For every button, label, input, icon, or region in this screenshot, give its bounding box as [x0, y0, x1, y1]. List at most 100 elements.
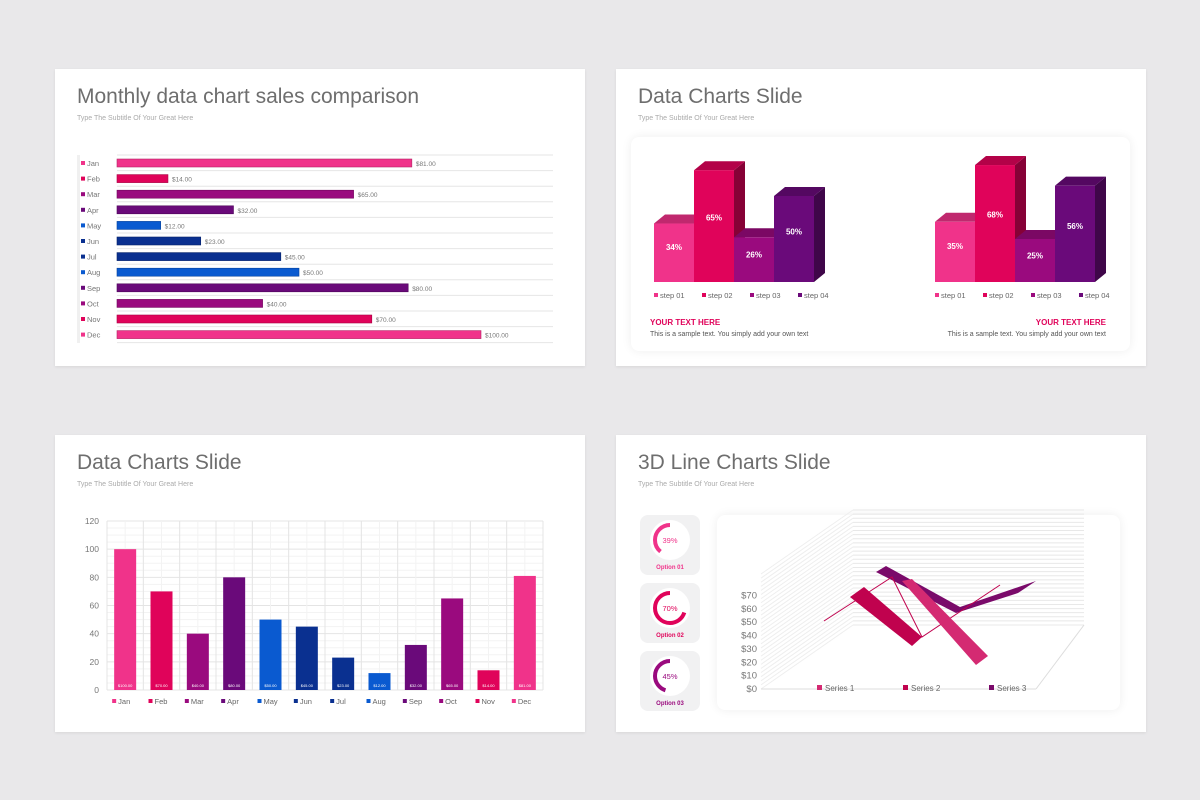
legend-label: Apr: [227, 697, 239, 706]
option-label: Option 01: [656, 565, 684, 571]
legend-swatch: [81, 192, 85, 197]
bar: [116, 221, 161, 230]
category-label: Jul: [87, 253, 97, 262]
data-label: $70.00: [376, 317, 396, 324]
bar-top: [654, 214, 705, 224]
gridline: [760, 591, 854, 657]
gridline: [760, 587, 854, 653]
bar: [654, 223, 694, 282]
legend-swatch: [81, 223, 85, 228]
data-label: $14.00: [172, 177, 192, 184]
category-label: May: [87, 221, 101, 230]
bar: [259, 619, 282, 690]
slide-3d-line: 3D Line Charts Slide Type The Subtitle O…: [616, 435, 1146, 732]
legend-swatch: [330, 699, 335, 703]
left-heading: YOUR TEXT HERE: [650, 318, 721, 327]
bar-top: [734, 228, 785, 238]
data-label: $14.00: [482, 683, 495, 688]
gridline: [760, 608, 854, 673]
legend-swatch: [184, 699, 189, 703]
gridline: [760, 583, 854, 649]
y-tick-label: $30: [741, 644, 757, 655]
donut-icon: [650, 520, 690, 560]
bar-top: [774, 187, 825, 196]
legend-swatch: [702, 293, 706, 297]
category-label: Nov: [87, 315, 101, 324]
gridline: [760, 521, 854, 587]
legend-label: Dec: [518, 697, 532, 706]
data-label: 35%: [947, 242, 963, 251]
category-label: Sep: [87, 284, 100, 293]
gridline: [760, 612, 854, 678]
legend-swatch: [750, 293, 754, 297]
legend-label: Sep: [409, 697, 422, 706]
data-label: $50.00: [303, 270, 323, 277]
data-label: 26%: [746, 250, 762, 259]
legend-label: Feb: [155, 697, 168, 706]
data-label: $45.00: [301, 683, 314, 688]
data-label: $70.00: [155, 683, 168, 688]
gridline: [760, 546, 854, 612]
legend-swatch: [148, 699, 153, 703]
data-label: $32.00: [410, 683, 423, 688]
data-label: $23.00: [205, 239, 225, 246]
axis: [1035, 624, 1085, 690]
legend-swatch: [81, 270, 85, 275]
y-tick-label: $50: [741, 617, 757, 628]
legend-swatch: [112, 699, 117, 703]
bar-top: [1015, 230, 1066, 239]
left-text: This is a sample text. You simply add yo…: [650, 331, 809, 338]
legend-swatch: [475, 699, 480, 703]
legend-swatch: [366, 699, 371, 703]
bar-top: [694, 161, 745, 171]
donut-icon: [650, 588, 690, 628]
data-label: $50.00: [264, 683, 277, 688]
3d-line-chart: $0 $10 $20 $30 $40 $50 $60 $70 Series 1 Series 2 S…: [741, 509, 1085, 695]
category-label: Aug: [87, 268, 100, 277]
bar: [116, 174, 169, 183]
bar: [734, 237, 774, 282]
data-label: $32.00: [237, 208, 257, 215]
bar: [694, 170, 734, 282]
legend-swatch: [81, 332, 85, 337]
gridline: [760, 517, 854, 583]
data-label: $80.00: [412, 286, 432, 293]
legend-label: Mar: [191, 697, 204, 706]
legend-label: Jan: [118, 697, 130, 706]
gridline: [760, 542, 854, 608]
right-text: This is a sample text. You simply add yo…: [947, 331, 1106, 338]
legend-label: step 03: [1037, 291, 1062, 300]
bar: [1055, 185, 1095, 282]
series-2-line: [823, 576, 1001, 638]
option-card: 39% Option 01: [640, 515, 700, 575]
3d-bar-charts: 34% step 01 65% step 02 26% step 03 50% step 04…: [654, 156, 1110, 300]
gridline: [760, 538, 854, 604]
gridline: [760, 624, 854, 690]
category-label: Dec: [87, 331, 101, 340]
legend-swatch: [439, 699, 444, 703]
gridline: [760, 550, 854, 616]
gridline: [760, 571, 854, 637]
bar: [975, 165, 1015, 282]
data-label: $40.00: [192, 683, 205, 688]
y-tick-label: 120: [85, 516, 99, 526]
data-label: $12.00: [165, 223, 185, 230]
slide-subtitle: Type The Subtitle Of Your Great Here: [77, 115, 194, 122]
slide-column-chart: Data Charts Slide Type The Subtitle Of Y…: [55, 435, 585, 732]
legend-swatch: [989, 685, 994, 690]
gridline: [760, 509, 854, 575]
legend-swatch: [81, 207, 85, 212]
legend-label: Series 1: [825, 684, 855, 693]
y-tick-label: 0: [94, 685, 99, 695]
y-tick-label: 40: [90, 629, 100, 639]
legend-label: step 02: [708, 291, 733, 300]
bar: [150, 591, 173, 690]
legend-swatch: [935, 293, 939, 297]
column-chart: 0 20 40 60 80 100 120 $100.00 Jan $70.00 Feb $40.00…: [85, 516, 544, 706]
y-tick-label: 20: [90, 657, 100, 667]
legend-swatch: [654, 293, 658, 297]
slide-subtitle: Type The Subtitle Of Your Great Here: [638, 115, 755, 122]
data-label: $80.00: [228, 683, 241, 688]
y-tick-label: $60: [741, 604, 757, 615]
gridline: [760, 562, 854, 628]
